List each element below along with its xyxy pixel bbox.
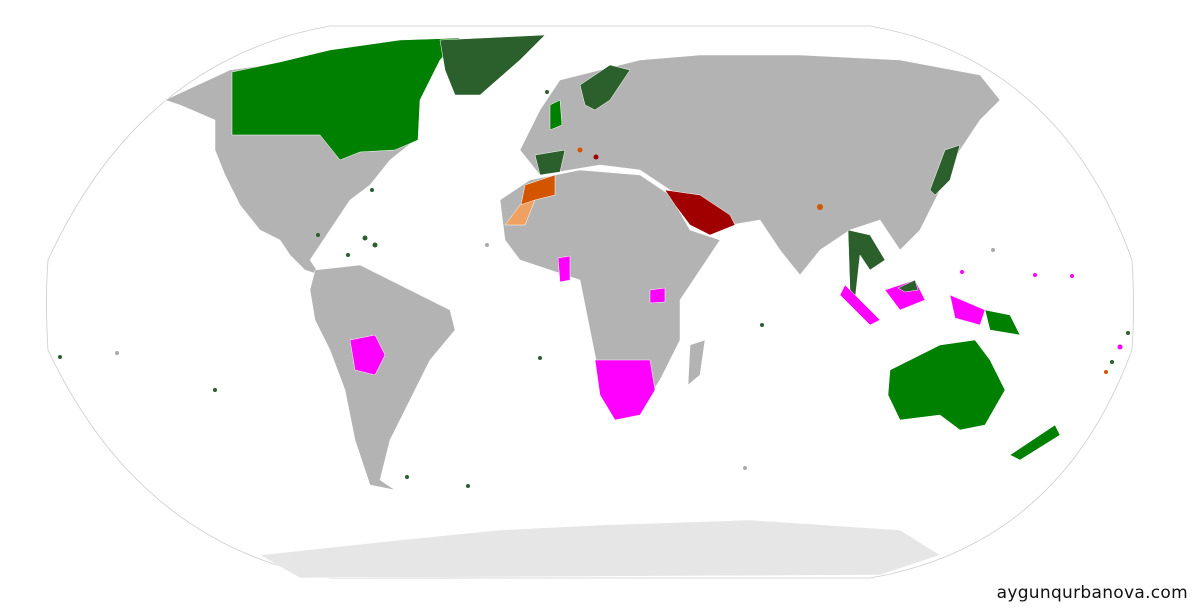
south-america	[309, 264, 456, 491]
watermark: aygunqurbanova.com	[996, 583, 1188, 603]
malaysia-borneo	[897, 279, 919, 293]
western-sahara	[504, 199, 536, 226]
sulawesi-papua	[949, 294, 986, 326]
greenland	[439, 34, 546, 96]
sumatra	[839, 284, 881, 326]
arabia	[664, 189, 736, 236]
eurasia	[519, 54, 1001, 276]
scandinavia	[579, 64, 631, 111]
south-africa-region	[594, 359, 656, 421]
madagascar	[687, 339, 706, 386]
africa	[499, 169, 721, 421]
spain	[534, 149, 566, 176]
ghana-togo	[557, 255, 571, 283]
uganda	[649, 287, 666, 304]
bolivia	[349, 334, 386, 376]
united-kingdom	[549, 99, 563, 131]
australia	[887, 339, 1006, 431]
papua-new-guinea	[984, 309, 1021, 336]
canada	[231, 37, 461, 161]
antarctica	[259, 519, 941, 579]
island-markers	[58, 90, 1130, 488]
japan	[929, 144, 961, 196]
new-zealand	[1009, 424, 1061, 461]
